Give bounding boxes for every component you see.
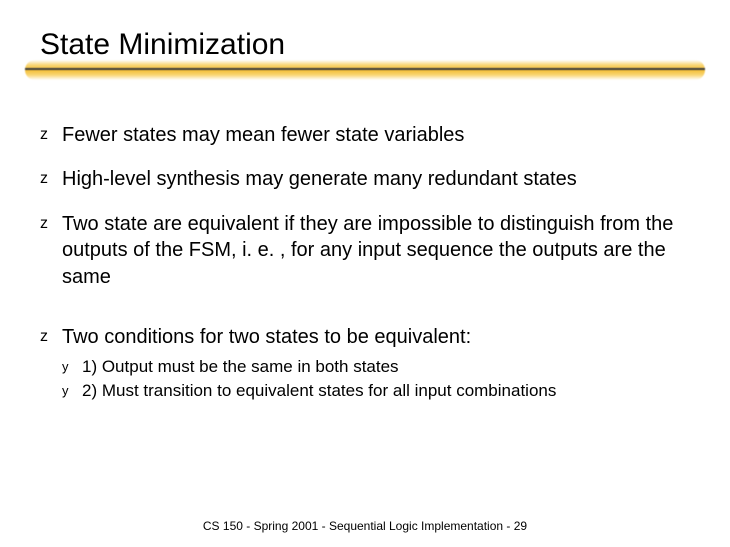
bullet-text: Two conditions for two states to be equi… (62, 324, 690, 350)
slide-title: State Minimization (40, 28, 690, 62)
bullet-glyph-icon: y (62, 356, 82, 378)
title-underline (40, 68, 690, 96)
brush-stroke (25, 60, 705, 80)
bullet-text: Fewer states may mean fewer state variab… (62, 122, 690, 148)
bullet-item: z Two conditions for two states to be eq… (40, 324, 690, 350)
slide-footer: CS 150 - Spring 2001 - Sequential Logic … (0, 519, 730, 533)
bullet-text: 1) Output must be the same in both state… (82, 356, 690, 378)
bullet-item: z High-level synthesis may generate many… (40, 166, 690, 192)
bullet-item: z Fewer states may mean fewer state vari… (40, 122, 690, 148)
slide-body: z Fewer states may mean fewer state vari… (40, 122, 690, 403)
spacer (40, 308, 690, 324)
bullet-text: 2) Must transition to equivalent states … (82, 380, 690, 402)
bullet-glyph-icon: z (40, 166, 62, 192)
bullet-glyph-icon: z (40, 211, 62, 237)
bullet-text: High-level synthesis may generate many r… (62, 166, 690, 192)
sub-bullet-item: y 1) Output must be the same in both sta… (62, 356, 690, 378)
bullet-glyph-icon: z (40, 324, 62, 350)
bullet-text: Two state are equivalent if they are imp… (62, 211, 690, 290)
bullet-glyph-icon: z (40, 122, 62, 148)
bullet-item: z Two state are equivalent if they are i… (40, 211, 690, 290)
slide: State Minimization z Fewer states may me… (0, 0, 730, 547)
bullet-glyph-icon: y (62, 380, 82, 402)
sub-bullet-item: y 2) Must transition to equivalent state… (62, 380, 690, 402)
